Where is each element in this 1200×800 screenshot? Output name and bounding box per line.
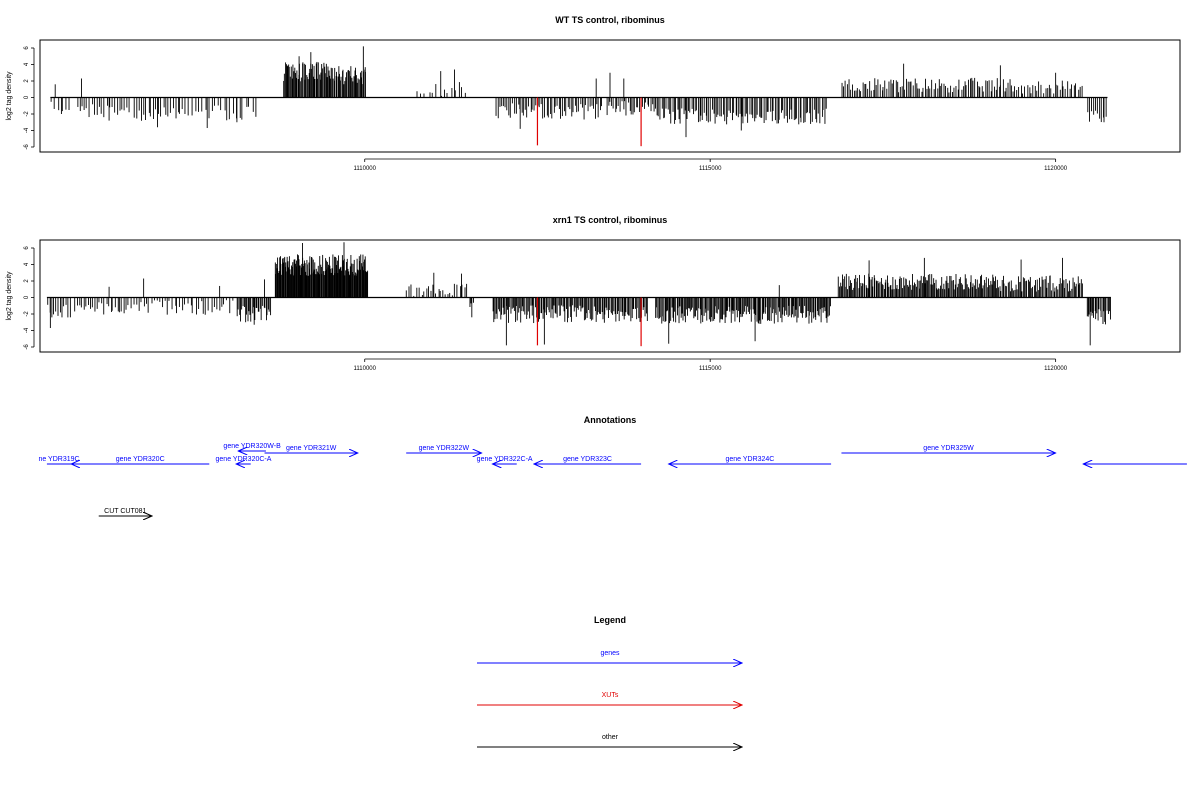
y-tick-label: 0: [24, 95, 30, 99]
wt-signal-bars: [50, 46, 1108, 138]
y-tick-label: 2: [24, 79, 30, 83]
gene-label: gene YDR322C-A: [477, 456, 533, 463]
wt-x-axis: 1110000 1115000 1120000: [353, 158, 1068, 172]
y-tick-label: -6: [24, 344, 30, 350]
gene-label: gene YDR320W-B: [223, 443, 281, 450]
wt-y-axis-label: log2 tag density: [6, 71, 13, 121]
y-tick-label: 6: [24, 246, 30, 250]
legend-items: genes XUTs other: [477, 650, 742, 747]
y-tick-label: 4: [24, 62, 30, 66]
wt-track-frame: [39, 39, 1181, 153]
xrn1-y-axis: 6 4 2 0 -2 -4 -6: [24, 246, 35, 350]
x-tick-label: 1120000: [1044, 366, 1068, 372]
xrn1-signal-bars: [46, 242, 1111, 346]
xrn1-y-axis-label: log2 tag density: [6, 271, 13, 321]
xrn1-track-frame: [39, 239, 1181, 353]
legend: Legend genes XUTs other: [477, 615, 742, 747]
wt-track-panel: WT TS control, ribominus log2 tag densit…: [6, 15, 1181, 172]
gene-label: gene YDR322W: [419, 445, 470, 452]
gene-label: gene YDR323C: [563, 456, 612, 463]
gene-label: gene YDR320C: [116, 456, 165, 463]
y-tick-label: -2: [24, 311, 30, 317]
x-tick-label: 1110000: [353, 166, 376, 172]
annotations-panel: Annotations ne YDR319C gene YDR320C gene Y…: [38, 415, 1187, 516]
annotations-title: Annotations: [584, 415, 637, 425]
gene-label: gene YDR324C: [725, 456, 774, 463]
gene-label: gene YDR320C-A: [216, 456, 272, 463]
xrn1-track-title: xrn1 TS control, ribominus: [553, 215, 668, 225]
x-tick-label: 1120000: [1044, 166, 1068, 172]
xrn1-xut-marks: [536, 297, 642, 347]
y-tick-label: 6: [24, 46, 30, 50]
legend-label: genes: [600, 650, 620, 657]
y-tick-label: 4: [24, 262, 30, 266]
x-tick-label: 1115000: [699, 166, 722, 172]
wt-xut-marks: [536, 97, 642, 147]
legend-label: other: [602, 734, 619, 741]
wt-track-title: WT TS control, ribominus: [555, 15, 665, 25]
gene-label: gene YDR325W: [923, 445, 974, 452]
gene-label: gene YDR321W: [286, 445, 337, 452]
xrn1-track-panel: xrn1 TS control, ribominus log2 tag dens…: [6, 215, 1181, 372]
y-tick-label: -4: [24, 327, 30, 333]
legend-title: Legend: [594, 615, 626, 625]
wt-y-axis: 6 4 2 0 -2 -4 -6: [24, 46, 35, 150]
y-tick-label: -4: [24, 127, 30, 133]
y-tick-label: -2: [24, 111, 30, 117]
gene-label: ne YDR319C: [38, 456, 79, 463]
xrn1-x-axis: 1110000 1115000 1120000: [353, 358, 1068, 372]
other-label: CUT CUT081: [104, 508, 146, 515]
x-tick-label: 1110000: [353, 366, 376, 372]
x-tick-label: 1115000: [699, 366, 722, 372]
y-tick-label: -6: [24, 144, 30, 150]
legend-label: XUTs: [602, 692, 619, 699]
annotation-features: ne YDR319C gene YDR320C gene YDR320W-B gene…: [38, 443, 1187, 516]
y-tick-label: 0: [24, 295, 30, 299]
y-tick-label: 2: [24, 279, 30, 283]
